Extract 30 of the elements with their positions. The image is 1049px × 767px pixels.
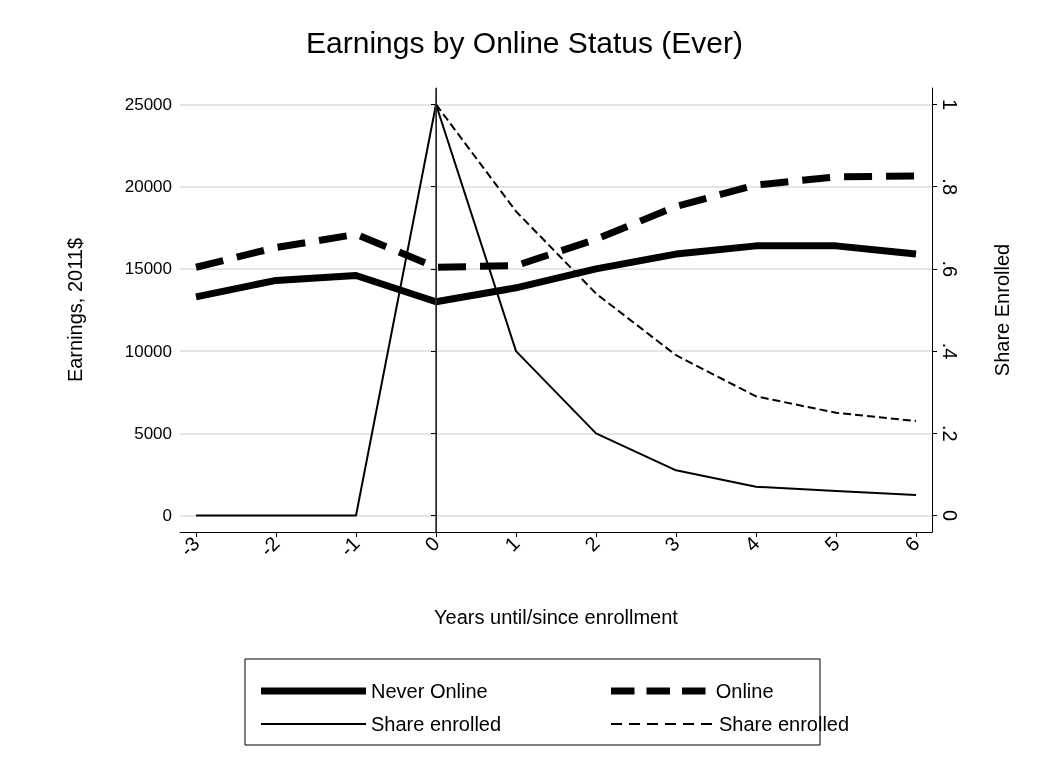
y2-tick-label: 1: [939, 98, 961, 111]
y-tick-label: 10000: [124, 341, 172, 361]
y-axis-title: Earnings, 2011$: [64, 237, 86, 383]
y2-tick-label: .6: [939, 260, 961, 278]
legend-label: Share enrolled: [719, 713, 850, 735]
y2-tick-label: 0: [939, 509, 961, 522]
y-tick-label: 0: [162, 506, 172, 526]
x-tick-label: -3: [175, 532, 204, 561]
y2-tick-label: .4: [939, 342, 961, 360]
y-tick-label: 5000: [134, 423, 172, 443]
chart-title: Earnings by Online Status (Ever): [306, 25, 743, 59]
y-tick-label: 25000: [124, 94, 172, 114]
x-tick-label: 4: [740, 532, 764, 556]
x-axis-title: Years until/since enrollment: [434, 606, 679, 628]
legend-label: Never Online: [371, 680, 488, 702]
y2-tick-label: .2: [939, 424, 961, 442]
x-tick-label: 1: [500, 532, 524, 556]
x-tick-label: 2: [580, 532, 604, 556]
x-tick-label: 3: [660, 532, 684, 556]
x-tick-label: 6: [900, 532, 924, 556]
x-tick-label: 0: [420, 532, 444, 556]
x-tick-label: 5: [820, 532, 844, 556]
x-tick-label: -1: [335, 532, 364, 561]
y-tick-label: 20000: [124, 177, 172, 197]
y2-axis-title: Share Enrolled: [991, 243, 1013, 377]
legend-label: Online: [715, 680, 774, 702]
x-tick-label: -2: [255, 532, 284, 561]
legend-label: Share enrolled: [371, 713, 502, 735]
y-tick-label: 15000: [124, 259, 172, 279]
y2-tick-label: .8: [939, 178, 961, 196]
